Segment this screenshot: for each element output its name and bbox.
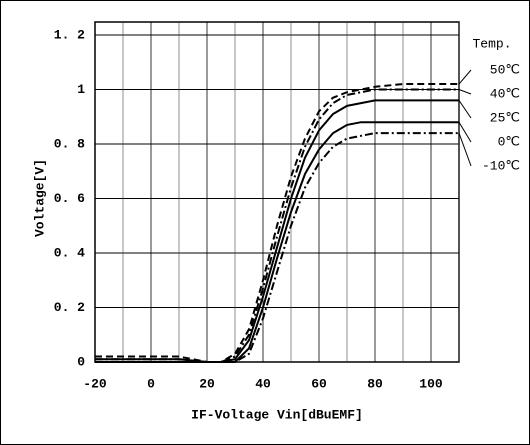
- legend-leader: [458, 89, 472, 95]
- y-tick-label: 1. 2: [54, 27, 85, 42]
- legend-title: Temp.: [472, 36, 511, 51]
- plot-area: [94, 21, 460, 363]
- series-line: [95, 83, 459, 363]
- legend-label: -10℃: [482, 158, 520, 173]
- legend-label: 25℃: [490, 110, 520, 125]
- x-tick-label: 20: [199, 376, 215, 391]
- x-tick-label: 100: [419, 376, 443, 391]
- y-tick-label: 1: [77, 82, 85, 97]
- x-tick-label: 40: [255, 376, 271, 391]
- legend-label: 0℃: [498, 134, 520, 149]
- legend-leader: [458, 132, 472, 167]
- x-tick-label: 80: [367, 376, 383, 391]
- x-tick-label: 60: [311, 376, 327, 391]
- legend-leader: [458, 100, 472, 119]
- legend-label: 40℃: [490, 86, 520, 101]
- series-line: [95, 132, 459, 363]
- y-tick-label: 0. 6: [54, 191, 85, 206]
- x-tick-label: 0: [147, 376, 155, 391]
- x-axis-label: IF-Voltage Vin[dBuEMF]: [191, 407, 363, 422]
- legend-label: 50℃: [490, 62, 520, 77]
- series-line: [95, 88, 459, 363]
- legend-leader: [458, 121, 472, 143]
- x-tick-label: -20: [83, 376, 107, 391]
- series-line: [95, 99, 459, 363]
- y-tick-label: 0: [77, 354, 85, 369]
- y-tick-label: 0. 4: [54, 245, 85, 260]
- y-tick-label: 0. 2: [54, 300, 85, 315]
- series-line: [95, 121, 459, 363]
- y-tick-label: 0. 8: [54, 136, 85, 151]
- y-axis-label: Voltage[V]: [32, 159, 47, 237]
- legend-leader: [458, 69, 472, 85]
